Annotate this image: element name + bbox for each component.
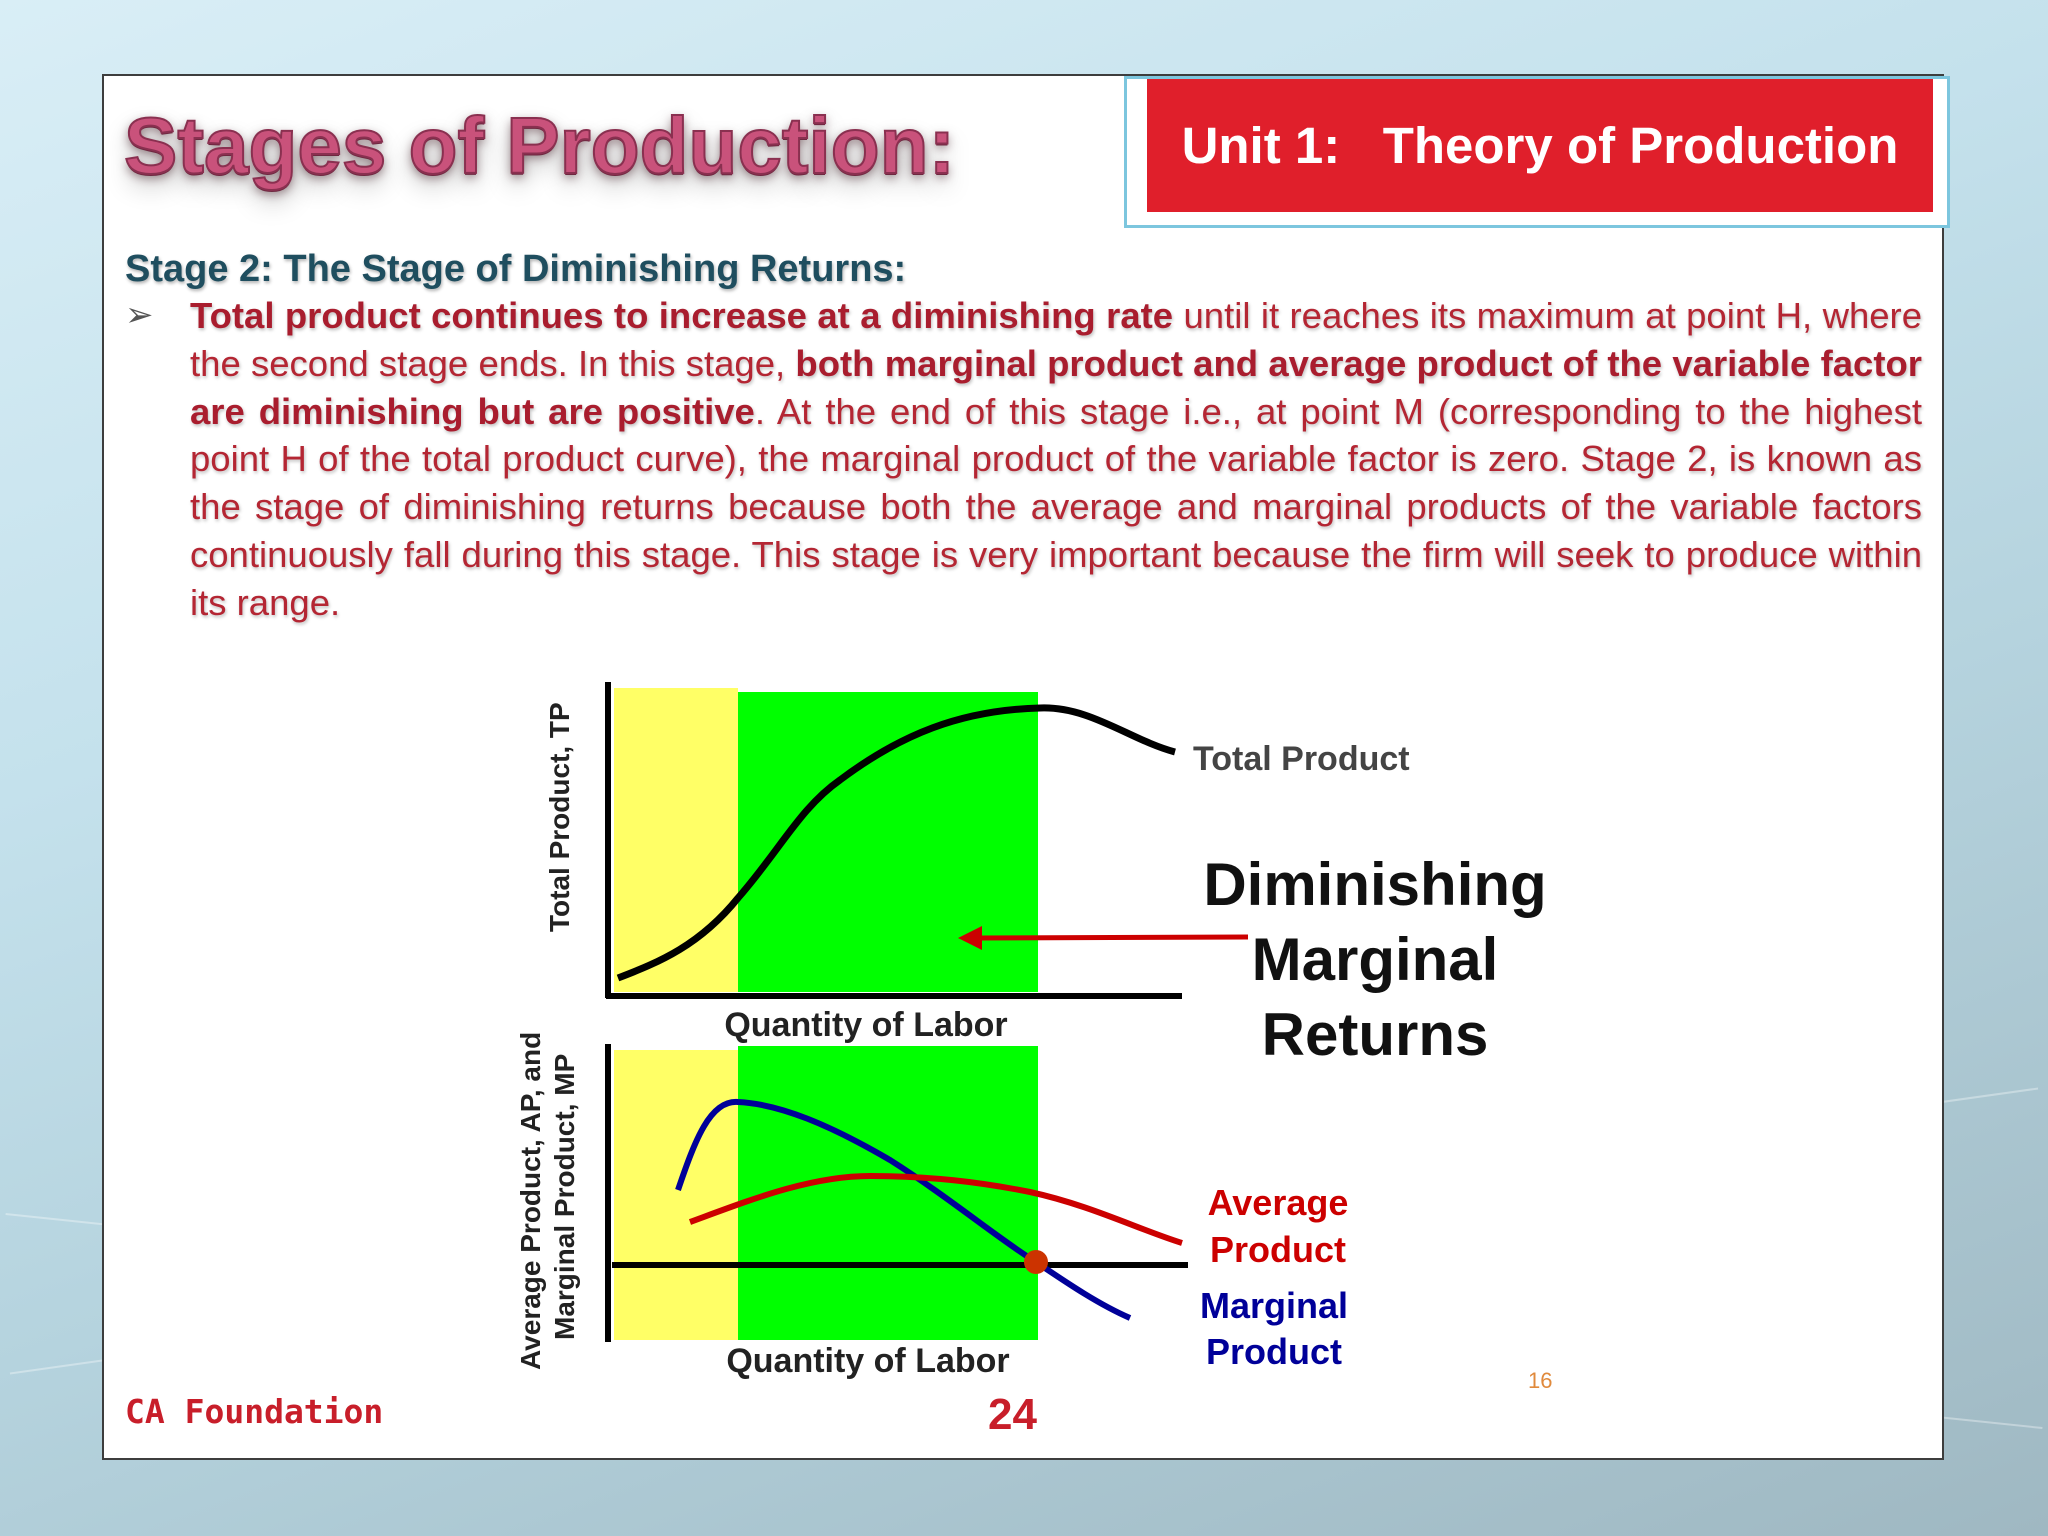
image-slide-number: 16: [1528, 1368, 1553, 1393]
emphasis-text: both marginal product and average produc…: [190, 342, 1922, 432]
ap-label-line-2: Product: [1210, 1229, 1346, 1270]
callout-line-1: Diminishing: [1203, 851, 1546, 918]
average-product-curve: [688, 1172, 1183, 1246]
marginal-product-curve: [675, 1098, 1132, 1321]
bottom-x-axis-label: Quantity of Labor: [726, 1342, 1009, 1380]
mp-label-line-1: Marginal: [1200, 1285, 1348, 1326]
callout-arrowhead-icon: [958, 926, 982, 950]
bottom-y-axis-label-1: Average Product, AP, and: [515, 1032, 546, 1370]
stage-heading: Stage 2: The Stage of Diminishing Return…: [125, 248, 907, 290]
unit-header-box: Unit 1: Theory of Production: [1124, 76, 1950, 228]
mp-label-line-2: Product: [1206, 1331, 1342, 1372]
unit-label: Unit 1: Theory of Production: [1147, 79, 1933, 212]
emphasis-text: Total product continues to increase at a…: [190, 295, 1174, 336]
bottom-stage2-region: [738, 1046, 1038, 1340]
body-text: until it reaches its maximum at point H,…: [190, 295, 1922, 384]
page-title: Stages of Production:: [123, 100, 956, 191]
callout-arrow: [979, 934, 1249, 941]
callout-line-2: Marginal: [1252, 926, 1499, 993]
bullet-arrow-icon: ➢: [125, 296, 154, 334]
total-product-curve: [616, 704, 1176, 982]
footer-brand: CA Foundation: [125, 1392, 384, 1431]
stage-description: Total product continues to increase at a…: [190, 292, 1922, 627]
top-stage2-region: [738, 692, 1038, 992]
callout-line-3: Returns: [1262, 1001, 1489, 1068]
top-x-axis-label: Quantity of Labor: [724, 1006, 1007, 1044]
top-stage1-region: [614, 688, 738, 992]
body-text: . At the end of this stage i.e., at poin…: [190, 390, 1922, 623]
top-y-axis-label: Total Product, TP: [544, 702, 575, 932]
page-number: 24: [988, 1390, 1037, 1439]
tp-curve-label: Total Product: [1193, 740, 1410, 778]
bottom-y-axis-label-2: Marginal Product, MP: [549, 1054, 580, 1340]
bottom-stage1-region: [614, 1050, 738, 1340]
ap-label-line-1: Average: [1208, 1182, 1349, 1223]
point-m-marker: [1024, 1250, 1048, 1274]
